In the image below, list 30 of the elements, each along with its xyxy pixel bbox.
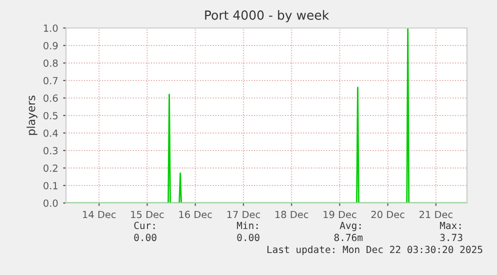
y-tick-label: 0.2 [44, 164, 58, 172]
text: 0.00 [237, 234, 260, 242]
text: Max: [440, 222, 461, 230]
y-tick-label: 0.0 [44, 199, 58, 207]
y-tick-label: 0.6 [44, 94, 58, 102]
text: Min: [236, 222, 258, 229]
x-tick-label: 14 Dec [83, 210, 116, 218]
y-axis-title: players [26, 96, 38, 135]
x-tick-label: 17 Dec [227, 210, 260, 218]
chart-title: Port 4000 - by week [205, 10, 330, 22]
text: Cur: [134, 222, 155, 230]
x-tick-label: 19 Dec [324, 210, 356, 218]
x-tick-label: 16 Dec [179, 210, 212, 218]
y-tick-label: 0.4 [44, 129, 58, 137]
y-tick-label: 0.7 [44, 76, 58, 84]
y-tick-label: 0.1 [44, 182, 58, 190]
x-tick-label: 21 Dec [419, 210, 452, 218]
y-tick-label: 0.9 [44, 42, 58, 50]
text: 0.00 [134, 234, 156, 242]
y-tick-label: 0.5 [44, 112, 58, 120]
x-tick-label: 18 Dec [275, 210, 308, 218]
x-tick-label: 20 Dec [371, 210, 404, 218]
text: Last update: Mon Dec 22 03:30:20 2025 [267, 246, 482, 256]
text: 8.76m [334, 234, 363, 242]
x-tick-label: 15 Dec [131, 210, 164, 218]
text: 3.73 [440, 234, 462, 242]
text: Avg: [340, 222, 361, 232]
y-tick-label: 1.0 [44, 24, 58, 32]
y-tick-label: 0.8 [44, 59, 58, 67]
y-tick-label: 0.3 [44, 146, 58, 154]
